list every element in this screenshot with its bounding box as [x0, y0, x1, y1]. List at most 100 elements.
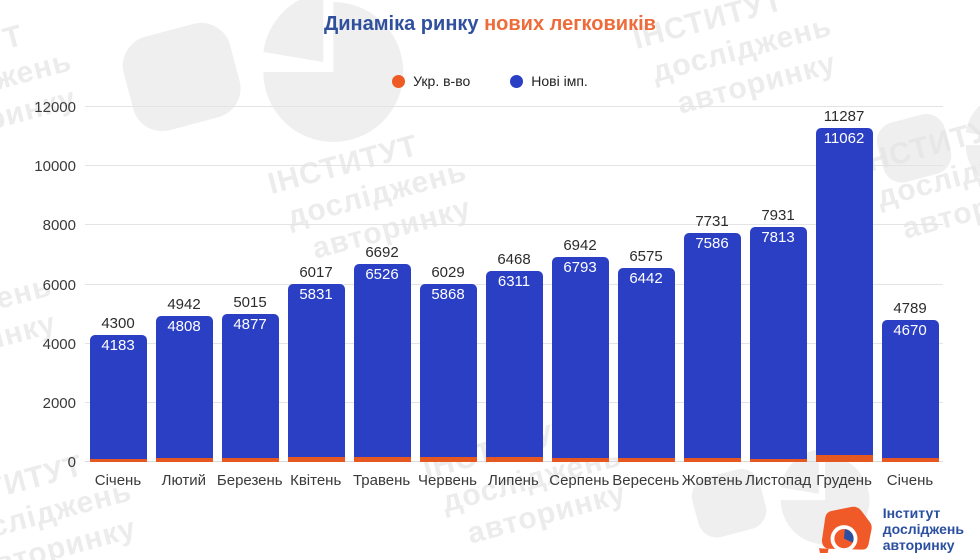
bar-segment-imports: 11062: [815, 128, 873, 456]
bar-import-label: 7813: [761, 229, 795, 247]
y-tick-label: 0: [67, 454, 76, 471]
bar-total-label: 4789: [893, 300, 927, 318]
bar-import-label: 7586: [695, 235, 729, 253]
bar-total-label: 5015: [233, 293, 267, 311]
bar-segment-imports: 4183: [89, 334, 147, 459]
bar-group: 4942 4808: [151, 296, 217, 462]
x-tick-label: Вересень: [612, 472, 680, 489]
x-axis-labels: Січень Лютий Березень Квітень Травень Червень…: [85, 472, 943, 489]
x-tick-label: Червень: [418, 472, 477, 489]
y-tick-label: 4000: [42, 335, 76, 353]
y-tick-label: 8000: [42, 217, 76, 235]
bar-import-label: 4808: [167, 317, 201, 335]
legend-item-ukr: Укр. в-во: [392, 73, 470, 89]
bar-group: 6692 6526: [349, 244, 415, 462]
bar-segment-ukr: [551, 457, 609, 462]
x-tick-label: Квітень: [290, 472, 342, 489]
bar-total-label: 6575: [629, 247, 663, 265]
x-tick-label: Січень: [94, 472, 142, 489]
bar-segment-ukr: [419, 457, 477, 462]
bar-group: 11287 11062: [811, 108, 877, 462]
bar-group: 4300 4183: [85, 315, 151, 462]
bar-segment-ukr: [683, 457, 741, 462]
y-axis-labels: 0 2000 4000 6000 8000 10000 12000: [6, 99, 76, 471]
bar-segment-imports: 4670: [881, 320, 939, 459]
bar-group: 5015 4877: [217, 294, 283, 462]
legend-label-ukr: Укр. в-во: [413, 73, 471, 89]
bar-segment-imports: 6526: [353, 264, 411, 458]
bar-import-label: 4877: [233, 315, 267, 333]
bar-segment-ukr: [617, 458, 675, 462]
brand-logo-text: Інститут досліджень авторинку: [883, 505, 964, 553]
bar-segment-imports: 5868: [419, 283, 477, 458]
bar-segment-ukr: [485, 457, 543, 462]
bar-import-label: 5868: [431, 285, 465, 303]
car-clock-logo-icon: [818, 506, 872, 554]
bar-import-label: 5831: [299, 286, 333, 303]
bar-segment-ukr: [221, 457, 279, 462]
bar-group: 7731 7586: [679, 213, 745, 462]
bar-import-label: 11062: [823, 130, 865, 148]
bar-total-label: 6942: [563, 236, 597, 254]
gridline-10000: [85, 165, 943, 167]
brand-logo-line1: Інститут: [882, 505, 941, 521]
gridline-12000: [85, 106, 943, 107]
x-tick-label: Серпень: [549, 472, 610, 489]
bar-import-label: 6526: [365, 266, 399, 284]
bar-segment-ukr: [881, 458, 939, 462]
bar-group: 6029 5868: [415, 264, 481, 462]
bar-group: 6017 5831: [283, 264, 349, 462]
legend-label-imports: Нові імп.: [531, 73, 588, 89]
x-tick-label: Березень: [216, 472, 283, 489]
bar-import-label: 6311: [497, 272, 531, 290]
y-tick-label: 10000: [34, 158, 76, 176]
legend-dot-blue-icon: [510, 74, 524, 88]
y-tick-label: 6000: [42, 276, 76, 294]
bar-total-label: 7731: [695, 213, 729, 231]
bar-segment-ukr: [353, 457, 411, 462]
x-tick-label: Жовтень: [681, 472, 743, 489]
bar-total-label: 6017: [299, 264, 333, 281]
bar-group: 6942 6793: [547, 237, 613, 462]
bar-segment-ukr: [89, 458, 147, 462]
bar-segment-imports: 6311: [485, 270, 543, 458]
bar-segment-imports: 7586: [683, 233, 741, 458]
x-tick-label: Лютий: [161, 472, 207, 489]
bar-total-label: 11287: [823, 108, 865, 126]
page-title: Динаміка ринку нових легковиків: [0, 13, 980, 36]
page-title-part2: нових легковиків: [478, 13, 656, 35]
x-tick-label: Січень: [886, 472, 934, 489]
bar-group: 7931 7813: [745, 207, 811, 462]
bar-total-label: 7931: [761, 207, 795, 225]
x-tick-label: Грудень: [816, 472, 872, 489]
bar-import-label: 6793: [563, 258, 597, 276]
bar-segment-imports: 6793: [551, 256, 609, 458]
brand-logo: Інститут досліджень авторинку: [815, 504, 964, 554]
plot-area: 4300 4183 4942 4808 5015 4877 6017 5831 6692 6526…: [85, 106, 943, 462]
bar-segment-imports: 7813: [749, 227, 807, 459]
bar-segment-ukr: [749, 458, 807, 462]
x-tick-label: Травень: [352, 472, 411, 489]
bar-total-label: 4300: [101, 314, 135, 332]
y-tick-label: 2000: [42, 394, 76, 412]
bar-group: 6575 6442: [613, 248, 679, 462]
bar-segment-imports: 6442: [617, 267, 675, 459]
brand-logo-line3: авторинку: [882, 537, 955, 553]
y-tick-label: 12000: [34, 99, 76, 116]
x-tick-label: Липень: [487, 472, 539, 489]
bar-total-label: 6029: [431, 263, 465, 281]
bar-import-label: 6442: [629, 269, 663, 287]
page-title-part1: Динаміка ринку: [324, 13, 479, 35]
bar-segment-ukr: [155, 458, 213, 462]
bar-import-label: 4183: [101, 336, 135, 354]
chart-legend: Укр. в-во Нові імп.: [0, 73, 980, 89]
gridline-8000: [85, 224, 943, 226]
bar-total-label: 6468: [497, 250, 531, 268]
bar-segment-imports: 4877: [221, 313, 279, 458]
bar-total-label: 4942: [167, 295, 201, 313]
brand-logo-line2: досліджень: [882, 521, 964, 537]
bar-group: 6468 6311: [481, 251, 547, 462]
bar-total-label: 6692: [365, 244, 399, 262]
